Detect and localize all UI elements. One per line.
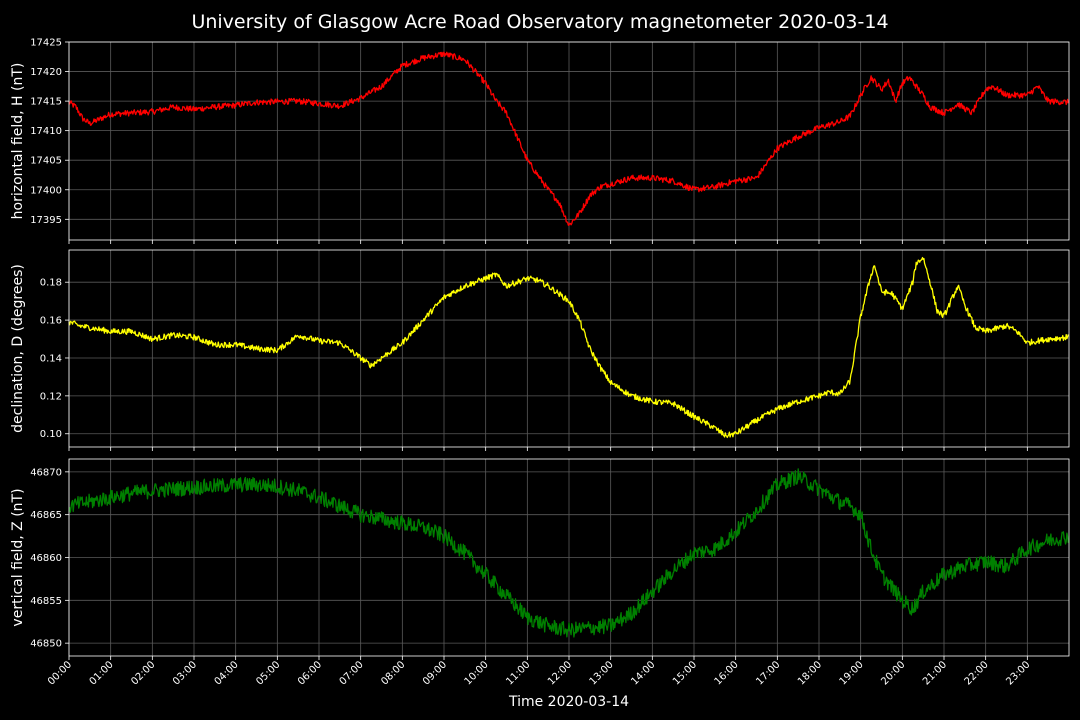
y-tick-label: 46855 xyxy=(30,596,62,607)
y-tick-label: 0.14 xyxy=(40,353,62,364)
series-line-D xyxy=(68,256,1069,439)
y-tick-label: 17420 xyxy=(30,67,62,78)
x-tick-label: 10:00 xyxy=(463,659,491,687)
y-tick-label: 0.10 xyxy=(40,429,62,440)
x-tick-label: 00:00 xyxy=(46,659,74,687)
x-tick-label: 05:00 xyxy=(254,659,282,687)
x-tick-label: 20:00 xyxy=(879,659,907,687)
y-tick-label: 0.12 xyxy=(40,391,62,402)
y-tick-label: 0.18 xyxy=(40,278,62,289)
y-axis-label: declination, D (degrees) xyxy=(10,264,26,433)
y-tick-label: 17415 xyxy=(30,97,62,108)
y-tick-label: 0.16 xyxy=(40,316,62,327)
y-tick-label: 17405 xyxy=(30,156,62,167)
y-tick-label: 46865 xyxy=(30,510,62,521)
x-tick-label: 18:00 xyxy=(796,659,824,687)
panel-frame xyxy=(68,41,1070,241)
x-tick-label: 02:00 xyxy=(129,659,157,687)
panel-frame xyxy=(68,249,1070,448)
x-tick-label: 13:00 xyxy=(588,659,616,687)
y-tick-label: 46860 xyxy=(30,553,62,564)
x-tick-label: 06:00 xyxy=(296,659,324,687)
x-tick-label: 07:00 xyxy=(338,659,366,687)
x-tick-label: 16:00 xyxy=(713,659,741,687)
chart-title: University of Glasgow Acre Road Observat… xyxy=(191,11,888,33)
y-tick-label: 17395 xyxy=(30,215,62,226)
x-tick-label: 21:00 xyxy=(921,659,949,687)
x-tick-label: 01:00 xyxy=(88,659,116,687)
y-tick-label: 46850 xyxy=(30,639,62,650)
x-axis-label: Time 2020-03-14 xyxy=(508,694,629,710)
y-tick-label: 17400 xyxy=(30,185,62,196)
x-tick-label: 14:00 xyxy=(629,659,657,687)
y-tick-label: 17425 xyxy=(30,38,62,49)
panel-1: 17395 17400 17405 17410 17415 17420 17425 horiz… xyxy=(10,38,1070,244)
panel-3: 46850 46855 46860 46865 46870 vertical field,… xyxy=(10,458,1070,688)
y-tick-label: 46870 xyxy=(30,467,62,478)
x-tick-label: 09:00 xyxy=(421,659,449,687)
x-tick-label: 12:00 xyxy=(546,659,574,687)
x-tick-label: 03:00 xyxy=(171,659,199,687)
x-tick-label: 11:00 xyxy=(504,659,532,687)
y-axis-label: horizontal field, H (nT) xyxy=(10,63,26,220)
x-tick-label: 22:00 xyxy=(963,659,991,687)
x-tick-label: 04:00 xyxy=(213,659,241,687)
series-line-H xyxy=(68,51,1069,226)
panel-2: 0.10 0.12 0.14 0.16 0.18 declination, D (degr… xyxy=(10,249,1070,451)
panel-frame xyxy=(68,458,1070,657)
series-line-Z xyxy=(68,468,1069,638)
x-tick-label: 17:00 xyxy=(754,659,782,687)
y-tick-label: 17410 xyxy=(30,126,62,137)
x-tick-label: 08:00 xyxy=(379,659,407,687)
panels-group: 17395 17400 17405 17410 17415 17420 17425 horiz… xyxy=(10,38,1070,688)
x-tick-label: 19:00 xyxy=(838,659,866,687)
y-axis-label: vertical field, Z (nT) xyxy=(10,488,26,626)
x-tick-label: 23:00 xyxy=(1004,659,1032,687)
x-tick-label: 15:00 xyxy=(671,659,699,687)
